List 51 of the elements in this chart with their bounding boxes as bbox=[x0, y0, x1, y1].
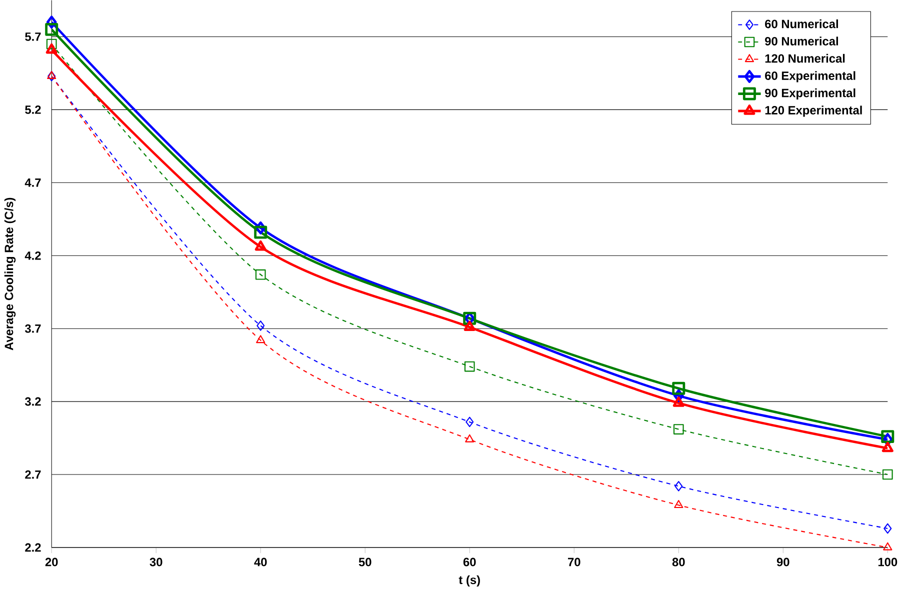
point bbox=[46, 38, 57, 50]
x-axis-title: t (s) bbox=[458, 575, 480, 587]
point bbox=[674, 481, 683, 492]
point bbox=[882, 442, 894, 452]
point bbox=[673, 424, 684, 434]
point bbox=[466, 416, 474, 428]
y-tick-label: 3.7 bbox=[24, 324, 41, 333]
point bbox=[673, 389, 684, 402]
x-tick-label: 80 bbox=[672, 558, 685, 566]
y-tick-label: 2.7 bbox=[25, 470, 41, 479]
x-tick-label: 60 bbox=[463, 558, 476, 566]
point bbox=[46, 16, 57, 29]
y-axis-title: Average Cooling Rate (C/s) bbox=[4, 198, 16, 350]
y-tick-label: 4.7 bbox=[24, 178, 41, 187]
x-tick-label: 50 bbox=[358, 558, 372, 566]
x-tick-label: 30 bbox=[150, 558, 162, 566]
y-tick-label: 2.2 bbox=[25, 543, 41, 552]
point bbox=[255, 269, 266, 280]
x-tick-label: 40 bbox=[254, 558, 267, 566]
legend-label: 120 Numerical bbox=[765, 54, 845, 63]
y-tick-label: 5.7 bbox=[25, 32, 41, 41]
y-tick-label: 5.2 bbox=[25, 106, 41, 114]
legend-label: 120 Experimental bbox=[765, 106, 862, 117]
point bbox=[255, 221, 266, 234]
point bbox=[674, 500, 684, 508]
x-tick-label: 70 bbox=[568, 558, 580, 566]
point bbox=[254, 240, 266, 251]
y-tick-label: 4.2 bbox=[24, 252, 41, 260]
point bbox=[465, 434, 474, 442]
point bbox=[464, 320, 476, 332]
x-tick-label: 20 bbox=[45, 558, 58, 566]
point bbox=[256, 320, 265, 331]
point bbox=[672, 396, 684, 407]
point bbox=[881, 430, 894, 444]
point bbox=[884, 523, 892, 534]
point bbox=[883, 542, 892, 550]
x-tick-label: 100 bbox=[878, 558, 898, 566]
legend-label: 90 Numerical bbox=[765, 36, 838, 46]
legend-label: 60 Numerical bbox=[765, 19, 838, 28]
point bbox=[254, 226, 268, 239]
x-tick-label: 90 bbox=[776, 558, 790, 566]
y-tick-label: 3.2 bbox=[24, 397, 41, 406]
legend-label: 60 Experimental bbox=[765, 71, 856, 82]
point bbox=[672, 382, 686, 395]
legend-label: 90 Experimental bbox=[765, 88, 856, 100]
point bbox=[464, 361, 475, 372]
point bbox=[45, 23, 58, 36]
point bbox=[882, 433, 893, 446]
point bbox=[256, 335, 266, 344]
point bbox=[882, 469, 893, 480]
point bbox=[46, 43, 58, 54]
